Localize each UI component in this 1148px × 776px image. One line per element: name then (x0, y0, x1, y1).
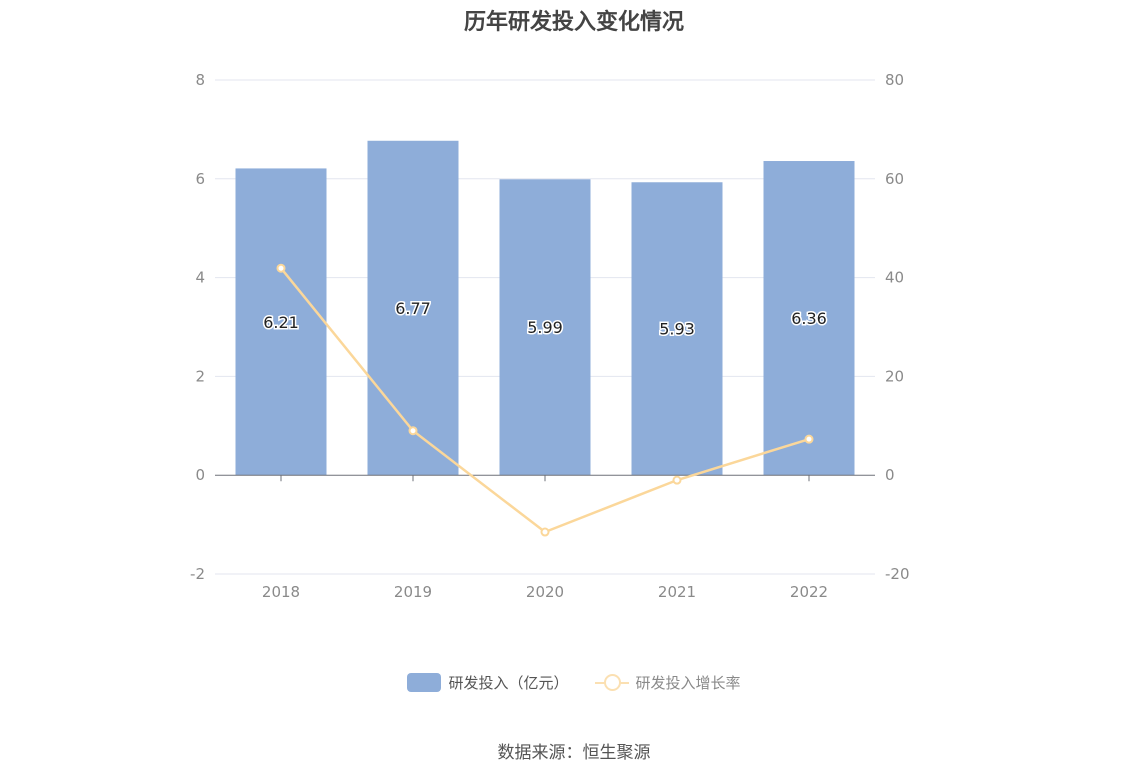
right-axis-tick-label: 60 (885, 170, 904, 188)
left-axis-ticks: 8 6 4 2 0 -2 (190, 71, 205, 583)
left-axis-tick-label: 8 (195, 71, 205, 89)
bar-value-label: 5.99 (527, 318, 563, 337)
bar-series (235, 140, 855, 476)
right-axis-tick-label: 0 (885, 466, 895, 484)
x-axis-label: 2021 (658, 583, 696, 601)
growth-point-2018[interactable] (276, 263, 286, 273)
bar-value-label: 6.36 (791, 309, 827, 328)
right-axis-tick-label: 20 (885, 367, 904, 385)
right-axis-ticks: 80 60 40 20 0 -20 (885, 71, 910, 583)
bar-2019[interactable] (367, 140, 459, 476)
line-series (276, 263, 814, 537)
bar-value-label: 5.93 (659, 320, 695, 339)
bar-value-label: 6.21 (263, 313, 299, 332)
legend: 研发投入（亿元） 研发投入增长率 (0, 672, 1148, 693)
legend-line-swatch-icon (594, 673, 629, 692)
right-axis-tick-label: 40 (885, 269, 904, 287)
x-axis-label: 2020 (526, 583, 564, 601)
growth-point-2021[interactable] (672, 475, 682, 485)
left-axis-tick-label: 4 (195, 269, 205, 287)
left-axis-tick-label: 6 (195, 170, 205, 188)
bar-2021[interactable] (631, 182, 723, 476)
legend-item-rd-investment[interactable]: 研发投入（亿元） (407, 672, 569, 693)
right-axis-tick-label: 80 (885, 71, 904, 89)
legend-label-growth-rate: 研发投入增长率 (635, 674, 741, 692)
legend-label-rd-investment: 研发投入（亿元） (448, 674, 569, 692)
growth-point-2019[interactable] (408, 426, 418, 436)
x-axis-label: 2018 (262, 583, 300, 601)
chart-title: 历年研发投入变化情况 (463, 10, 684, 35)
bar-2022[interactable] (763, 161, 855, 476)
growth-point-2020[interactable] (540, 527, 550, 537)
growth-point-2022[interactable] (804, 434, 814, 444)
x-axis-label: 2019 (394, 583, 432, 601)
bar-2020[interactable] (499, 179, 591, 476)
bar-2018[interactable] (235, 168, 327, 476)
left-axis-tick-label: 0 (195, 466, 205, 484)
right-axis-tick-label: -20 (885, 565, 910, 583)
data-source: 数据来源：恒生聚源 (497, 743, 651, 763)
x-axis (215, 474, 875, 482)
x-axis-labels: 2018 2019 2020 2021 2022 (262, 583, 828, 601)
bar-value-label: 6.77 (395, 299, 431, 318)
left-axis-tick-label: 2 (195, 367, 205, 385)
bar-labels: 6.21 6.77 5.99 5.93 6.36 (262, 297, 829, 340)
legend-item-growth-rate[interactable]: 研发投入增长率 (594, 672, 741, 693)
legend-bar-swatch-icon (407, 673, 442, 692)
x-axis-label: 2022 (790, 583, 828, 601)
left-axis-tick-label: -2 (190, 565, 205, 583)
